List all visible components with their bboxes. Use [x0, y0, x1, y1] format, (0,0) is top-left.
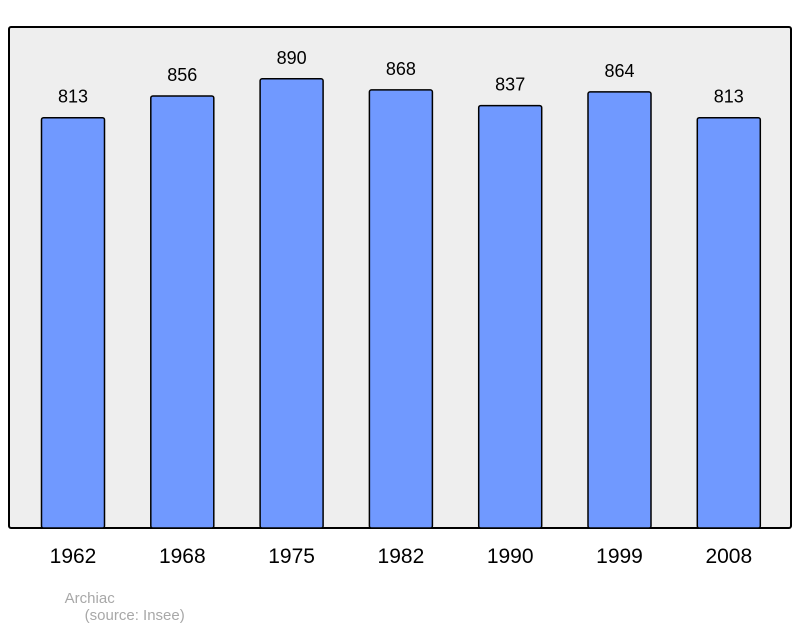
bars-group — [40, 78, 762, 529]
commune-name: Archiac — [64, 590, 115, 607]
bar-1999 — [587, 91, 652, 529]
x-tick-label-1975: 1975 — [268, 545, 315, 568]
x-tick-label-1968: 1968 — [159, 545, 206, 568]
bar-1990 — [477, 104, 543, 529]
bar-1962 — [40, 116, 106, 529]
value-label-1962: 813 — [58, 87, 88, 107]
bar-2008 — [696, 116, 762, 529]
population-chart: 813 856 890 868 837 864 813 1962 1968 1975 1982 19… — [8, 26, 792, 624]
value-label-1968: 856 — [167, 65, 197, 85]
x-tick-label-2008: 2008 — [705, 545, 752, 568]
x-tick-label-1962: 1962 — [50, 545, 97, 568]
value-label-1990: 837 — [495, 75, 525, 95]
value-label-1999: 864 — [604, 61, 634, 81]
x-tick-label-1999: 1999 — [596, 545, 643, 568]
bar-1975 — [259, 78, 324, 529]
bar-1982 — [368, 89, 434, 529]
value-label-2008: 813 — [714, 87, 744, 107]
x-tick-label-1982: 1982 — [378, 545, 425, 568]
value-label-1975: 890 — [277, 48, 307, 68]
source-note: (source: Insee) — [84, 607, 185, 624]
bar-1968 — [150, 95, 215, 529]
x-tick-labels-group: 1962 1968 1975 1982 1990 1999 2008 — [50, 545, 753, 568]
value-labels-group: 813 856 890 868 837 864 813 — [58, 48, 744, 107]
value-label-1982: 868 — [386, 59, 416, 79]
x-tick-label-1990: 1990 — [487, 545, 534, 568]
chart-footer: Archiac (source: Insee) — [48, 573, 185, 641]
